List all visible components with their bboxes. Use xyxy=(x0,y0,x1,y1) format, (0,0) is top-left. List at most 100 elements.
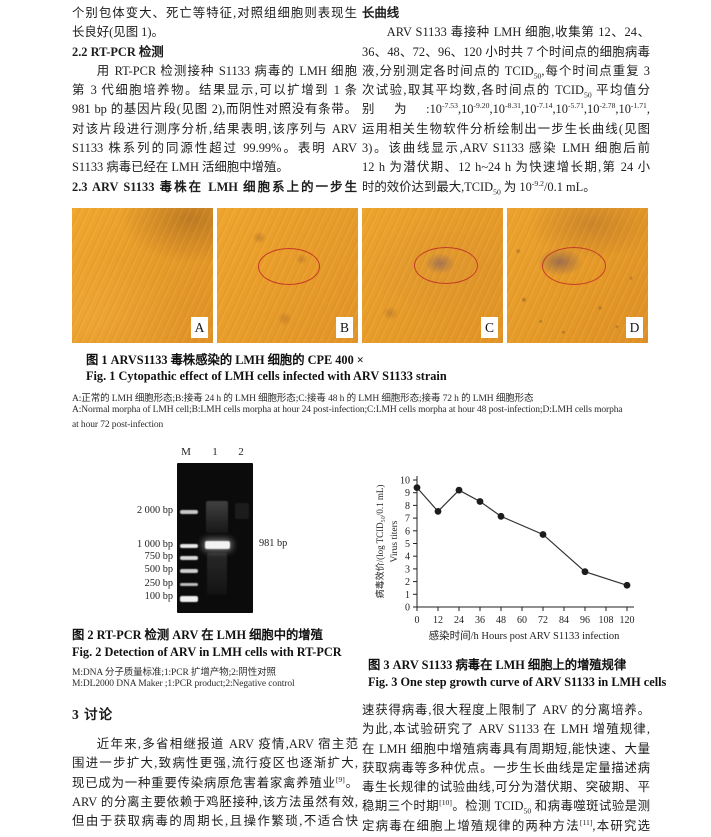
marker-band xyxy=(180,596,198,602)
x-tick-label: 0 xyxy=(415,615,420,626)
y-tick-label: 9 xyxy=(405,488,410,499)
figure2-note-en: M:DL2000 DNA Maker ;1:PCR product;2:Nega… xyxy=(72,679,295,689)
text-line: 围进一步扩大,致病性更强,流行疫区也逐渐扩大, xyxy=(72,756,358,771)
x-tick-label: 12 xyxy=(433,615,443,626)
text-line: S1133 病毒已经在 LMH 活细胞中增殖。 xyxy=(72,160,289,175)
y-tick-label: 10 xyxy=(400,476,410,487)
data-point xyxy=(539,531,547,538)
text-line: 别为:10-7.53,10-9.20,10-8.31,10-7.14,10-5.… xyxy=(362,101,650,117)
text-line: 个别包体变大、死亡等特征,对照组细胞则表现生 xyxy=(72,6,357,20)
figure1-note-zh: A:正常的 LMH 细胞形态;B:接毒 24 h 的 LMH 细胞形态;C:接毒… xyxy=(72,394,534,404)
panel-label: A xyxy=(191,317,208,338)
subsection-heading: 2.3 ARV S1133 毒株在 LMH 细胞系上的一步生 xyxy=(72,179,357,194)
band-size-label: 500 bp xyxy=(144,564,173,575)
y-tick-label: 6 xyxy=(405,526,410,537)
y-tick-label: 0 xyxy=(405,603,410,614)
section-heading-discussion: 3 讨论 xyxy=(72,707,114,722)
text-line: 但由于获取病毒的周期长,且操作繁琐,不适合快 xyxy=(72,814,358,829)
lane2-smudge xyxy=(235,503,249,519)
y-tick-label: 2 xyxy=(405,577,410,588)
figure3-caption-zh: 图 3 ARV S1133 病毒在 LMH 细胞上的增殖规律 xyxy=(368,658,627,672)
text-line: 为此,本试验研究了 ARV S1133 在 LMH 增殖规律, xyxy=(362,722,650,737)
text-line: 定病毒在细胞上增殖规律的两种方法[11],本研究选 xyxy=(362,817,650,833)
subsection-heading: 2.2 RT-PCR 检测 xyxy=(72,44,164,59)
gel-image xyxy=(177,463,253,613)
band-size-label: 100 bp xyxy=(144,591,173,602)
data-point xyxy=(581,568,589,576)
cpe-annotation-ellipse xyxy=(542,247,606,285)
lane1-smear xyxy=(206,501,228,533)
band-size-label: 1 000 bp xyxy=(136,538,173,550)
text-line: 981 bp 的基因片段(见图 2),而阴性对照没有条带。 xyxy=(72,102,357,117)
micrograph-panel-b: B xyxy=(217,208,358,343)
text-line: 液,分别测定各时间点的 TCID50,每个时间点重复 3 xyxy=(362,63,650,81)
pcr-product-band xyxy=(205,540,230,549)
x-tick-label: 72 xyxy=(538,615,548,626)
x-tick-label: 84 xyxy=(559,615,569,626)
figure2-caption-zh: 图 2 RT-PCR 检测 ARV 在 LMH 细胞中的增殖 xyxy=(72,628,323,642)
x-tick-label: 108 xyxy=(599,615,614,626)
column-bottom-right: 速获得病毒,很大程度上限制了 ARV 的分离培养。 为此,本试验研究了 ARV … xyxy=(362,701,650,836)
marker-band xyxy=(180,543,198,548)
text-line: 12 h 为潜伏期、12 h~24 h 为快速增长期,第 24 小 xyxy=(362,160,650,175)
figure2-note-zh: M:DNA 分子质量标准;1:PCR 扩增产物;2:阴性对照 xyxy=(72,668,276,678)
text-line: 36、48、72、96、120 小时共 7 个时间点的细胞病毒 xyxy=(362,44,650,59)
figure1-note-en: A:Normal morpha of LMH cell;B:LMH cells … xyxy=(72,405,623,415)
text-line: 3)。该曲线显示,ARV S1133 感染 LMH 细胞后前 xyxy=(362,141,650,156)
text-line: 毒生长规律的试验曲线,可分为潜伏期、突破期、平 xyxy=(362,780,650,795)
text-line: ARV S1133 毒接种 LMH 细胞,收集第 12、24、 xyxy=(386,25,650,40)
y-tick-label: 5 xyxy=(405,539,410,550)
text-line: 对该片段进行测序分析,结果表明,该序列与 ARV xyxy=(72,121,357,136)
text-line: 在 LMH 细胞中增殖病毒具有周期短,能快速、大量 xyxy=(362,741,650,756)
text-line: 现已成为一种重要传染病原危害着家禽养殖业[9]。 xyxy=(72,774,359,790)
product-size-label: 981 bp xyxy=(259,537,288,549)
subsection-heading: 长曲线 xyxy=(362,6,400,20)
text-line: 稳期三个时期[10]。检测 TCID50 和病毒噬斑试验是测 xyxy=(362,798,650,816)
lane1-smear xyxy=(207,553,227,595)
y-tick-label: 4 xyxy=(405,552,410,563)
y-axis-label-zh: 病毒效价/(log TCID₅₀/0.1 mL) xyxy=(374,485,385,599)
band-size-label: 2 000 bp xyxy=(136,504,173,516)
marker-band xyxy=(180,509,198,514)
y-tick-label: 3 xyxy=(405,564,410,575)
data-point xyxy=(623,581,631,589)
column-top-left: 个别包体变大、死亡等特征,对照组细胞则表现生 长良好(见图 1)。 2.2 RT… xyxy=(72,4,357,197)
column-top-right: 长曲线 ARV S1133 毒接种 LMH 细胞,收集第 12、24、 36、4… xyxy=(362,4,650,197)
band-size-label: 750 bp xyxy=(144,551,173,563)
panel-label: D xyxy=(626,317,643,338)
micrograph-panel-c: C xyxy=(362,208,503,343)
cpe-annotation-ellipse xyxy=(414,247,478,284)
text-line: 速获得病毒,很大程度上限制了 ARV 的分离培养。 xyxy=(362,703,650,717)
marker-band xyxy=(180,556,198,561)
text-line: 次试验,取其平均数,各时间点的 TCID50 平均值分 xyxy=(362,83,650,100)
figure1-caption-zh: 图 1 ARVS1133 毒株感染的 LMH 细胞的 CPE 400 × xyxy=(86,353,364,367)
marker-band xyxy=(180,569,198,573)
x-tick-label: 96 xyxy=(580,615,590,626)
y-axis-label-en: Virus titers xyxy=(390,520,400,562)
figure3-caption-en: Fig. 3 One step growth curve of ARV S113… xyxy=(368,675,667,689)
gel-lane-header: 1 xyxy=(212,446,218,458)
marker-band xyxy=(180,582,198,586)
text-line: 长良好(见图 1)。 xyxy=(72,25,164,40)
figure2-gel-block: 981 bp M 1 2 2 000 bp 1 000 bp 750 bp 500 bp 25… xyxy=(95,445,325,637)
micrograph-panel-a: A xyxy=(72,208,213,343)
x-tick-label: 60 xyxy=(517,615,527,626)
gel-lane-header: M xyxy=(181,446,191,458)
text-line: 近年来,多省相继报道 ARV 疫情,ARV 宿主范 xyxy=(96,737,358,751)
x-tick-label: 24 xyxy=(454,615,464,626)
data-point xyxy=(455,486,463,494)
text-line: 第 3 代细胞培养物。结果显示,可以扩增到 1 条 xyxy=(72,83,357,98)
data-point xyxy=(476,498,484,505)
data-point xyxy=(434,507,442,515)
y-tick-label: 8 xyxy=(405,501,410,512)
y-tick-label: 1 xyxy=(405,590,410,601)
figure1-note-en-2: at hour 72 post-infection xyxy=(72,420,164,430)
x-tick-label: 36 xyxy=(475,615,485,626)
data-point xyxy=(497,512,505,520)
text-line: 运用相关生物软件分析绘制出一步生长曲线(见图 xyxy=(362,121,650,136)
column-bottom-left: 3 讨论 近年来,多省相继报道 ARV 疫情,ARV 宿主范 围进一步扩大,致病… xyxy=(72,703,358,831)
gel-lane-header: 2 xyxy=(238,446,244,458)
growth-curve-chart: 0 1 2 3 4 5 6 7 8 9 10 0 12 24 36 48 60 72 84 96 108 120 感染时间/… xyxy=(372,466,682,648)
